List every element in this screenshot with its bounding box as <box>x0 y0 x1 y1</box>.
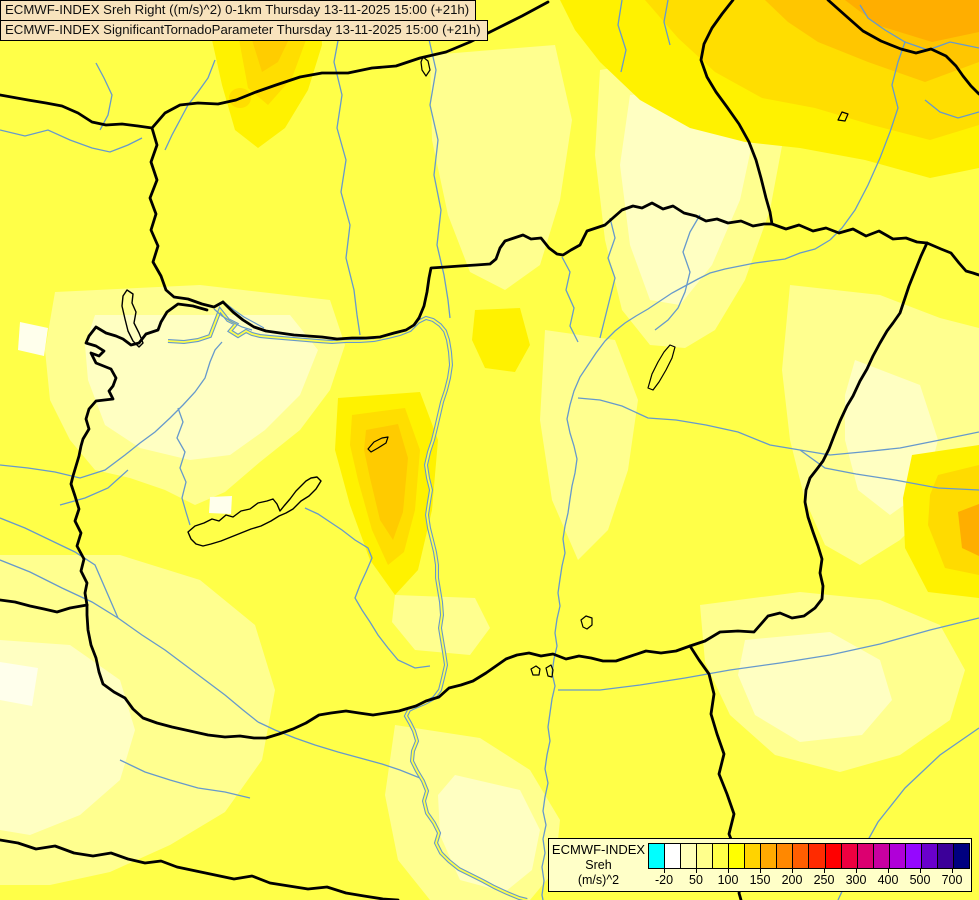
river-drava-lower <box>257 721 429 791</box>
legend-color-cell <box>921 844 938 868</box>
legend-tick-label: 700 <box>941 873 963 887</box>
legend-tick-label: 50 <box>689 873 703 887</box>
legend-tick-label: 200 <box>781 873 803 887</box>
legend-tick-label: 100 <box>717 873 739 887</box>
legend-color-cell <box>697 844 714 868</box>
river-drava <box>0 517 119 619</box>
river-zala <box>176 407 191 526</box>
border-sk-hu-north <box>417 201 774 320</box>
river-raba-branch <box>59 469 129 506</box>
danube-braid-1 <box>213 308 253 331</box>
lake-balaton <box>187 476 322 547</box>
border-hu-ua <box>770 222 929 245</box>
river-vah <box>333 0 361 336</box>
river-croatia-small <box>119 759 251 799</box>
legend-color-cell <box>665 844 682 868</box>
legend-tick-label: -20 <box>654 873 674 887</box>
legend-color-cell <box>681 844 698 868</box>
border-at-sk-morava <box>148 126 225 309</box>
legend-color-cell <box>649 844 666 868</box>
river-mura <box>0 559 259 723</box>
river-maros <box>558 617 979 691</box>
legend-color-cell <box>905 844 922 868</box>
border-sk-hu-danube <box>221 300 421 341</box>
title-box: ECMWF-INDEX Sreh Right ((m/s)^2) 0-1km T… <box>0 0 488 41</box>
title-line-sreh: ECMWF-INDEX Sreh Right ((m/s)^2) 0-1km T… <box>0 0 477 21</box>
legend-color-cell <box>953 844 969 868</box>
legend-tick-mark <box>728 868 729 873</box>
legend-color-cell <box>809 844 826 868</box>
legend-tick-mark <box>696 868 697 873</box>
river-hron <box>427 0 451 319</box>
legend-tick-label: 250 <box>813 873 835 887</box>
lake-neusiedl <box>121 289 144 348</box>
river-morava-cz <box>95 62 113 131</box>
legend-color-cell <box>841 844 858 868</box>
border-sava <box>0 838 400 900</box>
legend-parameter-name: Sreh <box>585 858 612 872</box>
legend-tick-label: 400 <box>877 873 899 887</box>
legend-color-cell <box>825 844 842 868</box>
legend-color-cell <box>937 844 954 868</box>
legend-color-cell <box>777 844 794 868</box>
river-sajo <box>599 217 616 339</box>
border-hu-south <box>85 603 692 740</box>
legend-tick-label: 150 <box>749 873 771 887</box>
legend-color-cell <box>713 844 730 868</box>
stp-contours <box>367 56 849 678</box>
legend: ECMWF-INDEX Sreh (m/s)^2 -20 50 100 150 200 2… <box>548 838 972 892</box>
legend-tick-mark <box>888 868 889 873</box>
legend-tick-mark <box>824 868 825 873</box>
legend-tick-mark <box>792 868 793 873</box>
border-cz-sk <box>150 0 550 130</box>
river-tisza-ua-branch <box>829 41 906 241</box>
legend-tick-label: 300 <box>845 873 867 887</box>
river-ipoly <box>561 256 579 343</box>
river-ne-small-2 <box>663 0 671 46</box>
river-ne-small-1 <box>617 0 627 73</box>
border-pl-ua <box>826 0 979 96</box>
border-ua-ro <box>925 241 979 277</box>
legend-color-cell <box>729 844 746 868</box>
legend-color-cell <box>857 844 874 868</box>
river-ua-small <box>924 99 979 119</box>
legend-color-cell <box>873 844 890 868</box>
legend-color-cell <box>761 844 778 868</box>
lakes <box>121 289 322 547</box>
river-danube <box>167 302 528 900</box>
legend-unit: (m/s)^2 <box>577 873 620 887</box>
legend-model-name: ECMWF-INDEX <box>551 842 646 857</box>
legend-tick-label: 500 <box>909 873 931 887</box>
shading-pale-zones <box>0 45 979 900</box>
border-sk-ua <box>699 0 774 226</box>
legend-colorbar <box>648 843 970 869</box>
river-koros <box>577 397 979 456</box>
river-sio <box>304 507 431 669</box>
river-raba <box>0 341 223 479</box>
legend-tick-mark <box>856 868 857 873</box>
river-tisza <box>541 239 831 900</box>
river-bodrog <box>654 214 701 331</box>
title-line-stp: ECMWF-INDEX SignificantTornadoParameter … <box>0 20 488 41</box>
legend-tick-mark <box>760 868 761 873</box>
danube-braid-2 <box>224 302 265 329</box>
river-dyje <box>0 129 143 153</box>
legend-tick-mark <box>920 868 921 873</box>
border-cz-at <box>0 93 154 130</box>
border-hu-ro <box>688 241 929 648</box>
border-si-at <box>0 598 89 614</box>
legend-color-cell <box>889 844 906 868</box>
legend-tick-mark <box>952 868 953 873</box>
legend-labels: ECMWF-INDEX Sreh (m/s)^2 <box>549 839 648 891</box>
legend-color-cell <box>745 844 762 868</box>
legend-tick-mark <box>664 868 665 873</box>
legend-color-cell <box>793 844 810 868</box>
